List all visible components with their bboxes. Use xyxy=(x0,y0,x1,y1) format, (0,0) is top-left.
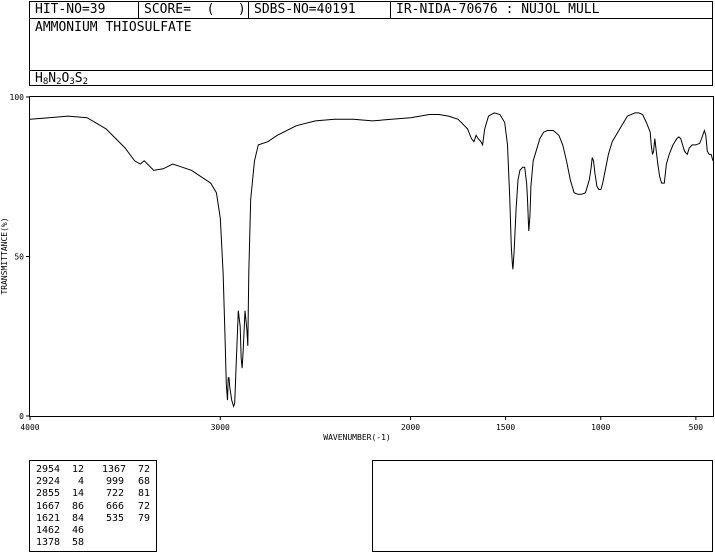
peak-wavenumber: 1462 xyxy=(36,525,61,537)
peak-row: 1667 86 xyxy=(36,501,84,513)
x-tick-label: 3000 xyxy=(211,423,230,432)
y-axis-label: TRANSMITTANCE(%) xyxy=(0,217,9,294)
peak-row: 1462 46 xyxy=(36,525,84,537)
peak-row: 722 81 xyxy=(102,488,150,500)
peak-transmittance: 14 xyxy=(71,488,84,500)
score-field: SCORE= ( ) xyxy=(139,2,249,18)
peak-row: 999 68 xyxy=(102,476,150,488)
peak-wavenumber: 999 xyxy=(105,476,124,488)
peak-transmittance: 72 xyxy=(137,464,150,475)
peak-row: 2954 12 xyxy=(36,464,84,476)
peak-transmittance: 12 xyxy=(71,464,84,475)
peak-wavenumber: 1378 xyxy=(36,537,61,549)
compound-name: AMMONIUM THIOSULFATE xyxy=(35,20,192,35)
peak-column-1: 2954 12 2924 4 2855 14 1667 86 1621 84 1462 46 1378 5… xyxy=(36,464,84,549)
peak-row: 1621 84 xyxy=(36,513,84,525)
peak-transmittance: 4 xyxy=(77,476,84,488)
peak-wavenumber: 2855 xyxy=(36,488,61,500)
x-tick-label: 2000 xyxy=(401,423,420,432)
peak-transmittance: 84 xyxy=(71,512,84,524)
peak-wavenumber: 2954 xyxy=(36,464,61,475)
peak-table: 2954 12 2924 4 2855 14 1667 86 1621 84 1462 46 1378 5… xyxy=(29,460,157,552)
peak-transmittance: 58 xyxy=(71,537,84,549)
peak-wavenumber: 1367 xyxy=(102,464,127,475)
peak-row: 1378 58 xyxy=(36,537,84,549)
molecular-formula: H8N2O3S2 xyxy=(30,70,712,87)
peak-transmittance: 46 xyxy=(71,525,84,537)
x-tick-label: 4000 xyxy=(20,423,39,432)
peak-column-2: 1367 72 999 68 722 81 666 72 535 79 xyxy=(102,464,150,525)
peak-transmittance: 72 xyxy=(137,500,150,512)
peak-transmittance: 86 xyxy=(71,500,84,512)
spectrum-header: HIT-NO=39 SCORE= ( ) SDBS-NO=40191 IR-NI… xyxy=(29,1,713,87)
peak-wavenumber: 666 xyxy=(105,500,124,512)
peak-row: 2924 4 xyxy=(36,476,84,488)
ir-spectrum-chart: 4000 3000 2000 1500 1000 500 0 50 100 WAVENUMBER… xyxy=(0,93,714,442)
header-row: HIT-NO=39 SCORE= ( ) SDBS-NO=40191 IR-NI… xyxy=(30,2,712,19)
y-tick-label: 0 xyxy=(19,412,24,421)
peak-row: 2855 14 xyxy=(36,488,84,500)
ir-descriptor: IR-NIDA-70676 : NUJOL MULL xyxy=(396,2,600,17)
empty-panel xyxy=(372,460,713,552)
peak-wavenumber: 722 xyxy=(105,488,124,500)
peak-transmittance: 81 xyxy=(137,488,150,500)
hit-number: HIT-NO=39 xyxy=(30,2,139,18)
sdbs-number: SDBS-NO=40191 xyxy=(249,2,391,18)
peak-row: 666 72 xyxy=(102,501,150,513)
peak-wavenumber: 1621 xyxy=(36,512,61,524)
transmittance-trace xyxy=(29,112,714,409)
peak-wavenumber: 2924 xyxy=(36,476,61,488)
axis-ticks: 4000 3000 2000 1500 1000 500 0 50 100 xyxy=(10,93,704,432)
peak-wavenumber: 535 xyxy=(105,512,124,524)
x-tick-label: 1000 xyxy=(591,423,610,432)
x-tick-label: 500 xyxy=(689,423,704,432)
x-axis-label: WAVENUMBER(-1) xyxy=(323,433,390,442)
y-tick-label: 50 xyxy=(14,253,24,262)
x-tick-label: 1500 xyxy=(496,423,515,432)
peak-transmittance: 79 xyxy=(137,512,150,524)
peak-row: 1367 72 xyxy=(102,464,150,476)
peak-transmittance: 68 xyxy=(137,476,150,488)
y-tick-label: 100 xyxy=(10,93,25,102)
peak-wavenumber: 1667 xyxy=(36,500,61,512)
peak-row: 535 79 xyxy=(102,513,150,525)
